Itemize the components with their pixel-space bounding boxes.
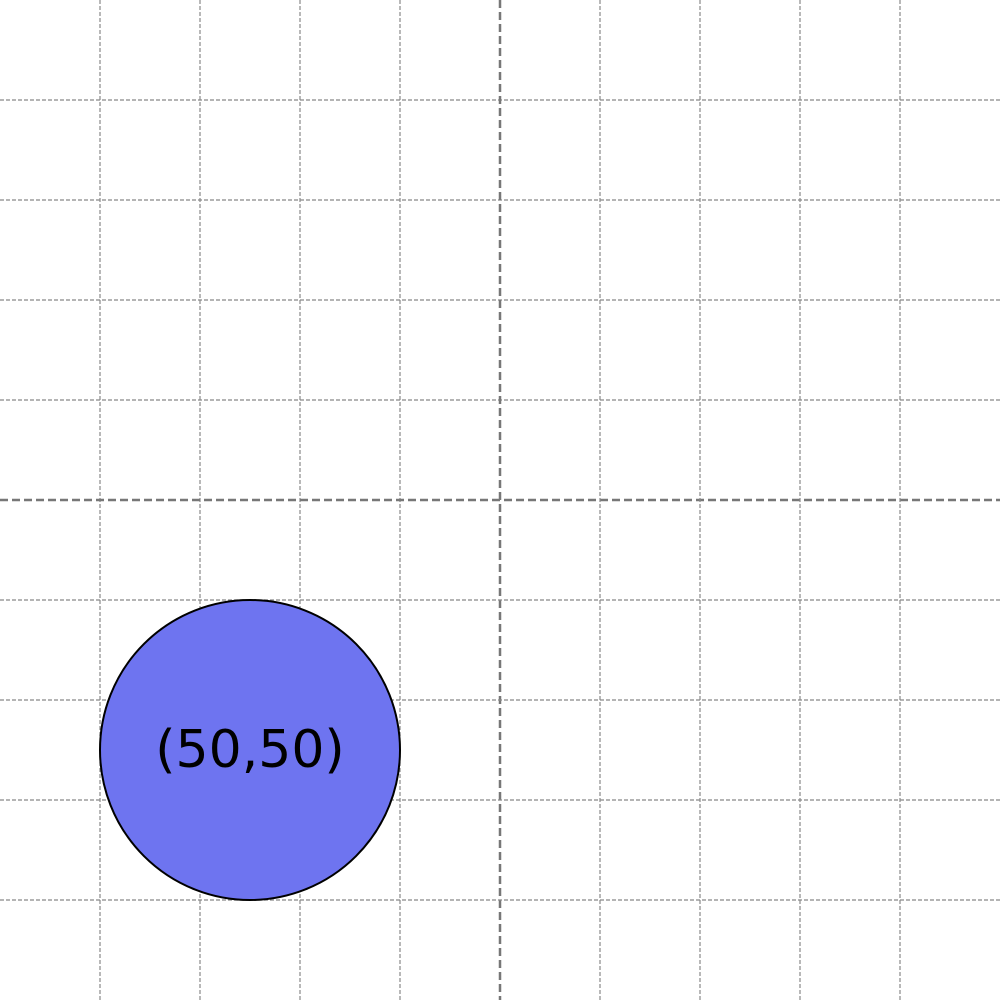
circle-marker: (50,50) [99, 599, 401, 901]
circle-label: (50,50) [155, 720, 344, 780]
circle-shape [99, 599, 401, 901]
